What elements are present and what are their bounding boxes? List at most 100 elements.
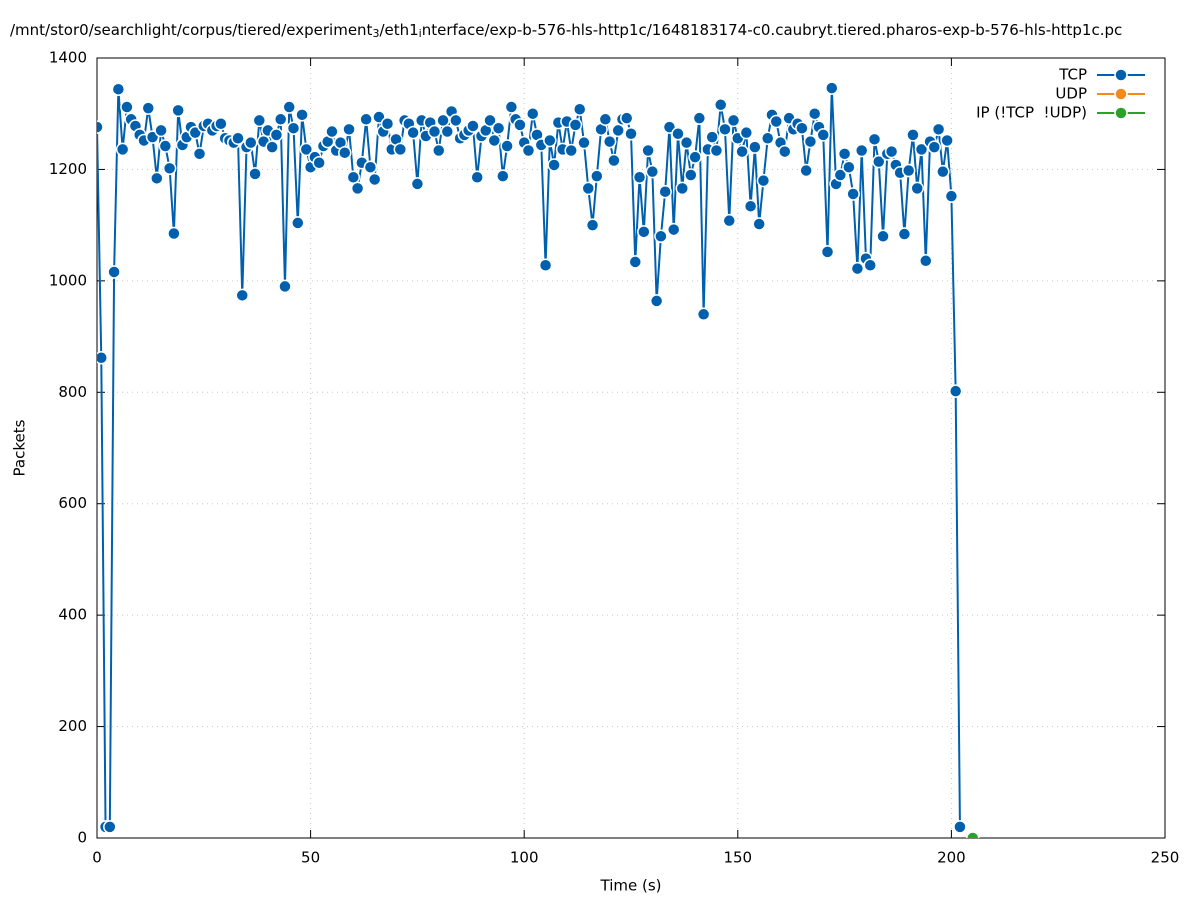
- data-point: [833, 168, 848, 182]
- data-point: [696, 307, 711, 322]
- data-point: [649, 294, 664, 308]
- y-tick-label: 1400: [49, 49, 87, 67]
- data-point: [513, 118, 527, 132]
- data-point: [278, 279, 292, 294]
- data-point: [342, 122, 356, 137]
- data-point: [666, 222, 681, 237]
- data-point: [688, 150, 702, 164]
- data-point: [837, 147, 852, 161]
- data-point: [564, 143, 578, 158]
- data-point: [572, 102, 587, 117]
- data-point: [299, 142, 314, 157]
- data-point: [273, 112, 288, 127]
- data-point: [265, 140, 279, 154]
- data-point: [611, 123, 625, 138]
- data-point: [846, 187, 860, 201]
- data-point: [248, 167, 262, 181]
- x-tick-label: 0: [92, 849, 102, 867]
- data-point: [141, 101, 156, 115]
- data-point: [231, 131, 245, 145]
- data-point: [598, 112, 613, 127]
- data-point: [295, 108, 309, 122]
- legend-marker: [1114, 87, 1128, 101]
- data-point: [214, 116, 228, 131]
- y-tick-label: 200: [58, 717, 87, 735]
- data-point: [491, 121, 506, 135]
- x-axis-label: Time (s): [600, 877, 662, 895]
- data-point: [735, 144, 749, 159]
- data-point: [568, 118, 583, 132]
- data-point: [393, 142, 408, 157]
- data-point: [286, 121, 301, 135]
- title-part: nterface/exp-b-576-hls-http1c/1648183174…: [422, 21, 1123, 39]
- data-point: [820, 245, 835, 259]
- data-point: [901, 163, 916, 178]
- y-axis-label: Packets: [11, 419, 29, 476]
- data-point: [115, 142, 130, 157]
- data-point: [367, 172, 382, 187]
- data-point: [658, 184, 672, 199]
- data-point: [158, 139, 173, 153]
- data-point: [282, 100, 296, 114]
- data-point: [709, 143, 724, 158]
- data-point: [637, 225, 651, 239]
- data-point: [235, 288, 249, 303]
- data-point: [107, 265, 121, 279]
- data-point: [111, 82, 126, 96]
- data-point: [543, 133, 557, 148]
- data-point: [931, 122, 946, 137]
- data-point: [748, 140, 762, 154]
- data-point: [325, 124, 339, 139]
- data-point: [500, 139, 514, 153]
- data-point: [440, 124, 455, 139]
- legend-label: TCP: [1058, 66, 1087, 84]
- data-point: [684, 168, 698, 182]
- data-point: [171, 103, 185, 118]
- data-point: [380, 116, 395, 131]
- data-point: [722, 213, 737, 228]
- data-point: [953, 820, 967, 834]
- data-point: [269, 128, 284, 142]
- data-point: [795, 121, 809, 135]
- data-point: [577, 135, 591, 150]
- data-point: [807, 106, 822, 121]
- data-point: [120, 100, 134, 114]
- data-point: [713, 98, 728, 112]
- plot-border: [96, 57, 1166, 839]
- data-point: [466, 119, 480, 133]
- y-tick-label: 0: [77, 829, 87, 847]
- data-point: [244, 135, 258, 150]
- data-point: [944, 189, 959, 203]
- x-tick-label: 150: [723, 849, 752, 867]
- y-tick-label: 800: [58, 383, 87, 401]
- title-part: i: [419, 27, 422, 40]
- data-point: [936, 164, 950, 179]
- data-point: [671, 127, 685, 141]
- data-point: [470, 170, 484, 184]
- data-point: [867, 132, 882, 147]
- data-point: [948, 384, 963, 398]
- data-point: [350, 181, 365, 196]
- data-point: [863, 258, 877, 273]
- data-point: [346, 170, 361, 184]
- data-point: [167, 226, 181, 241]
- data-point: [624, 127, 638, 141]
- y-tick-label: 400: [58, 606, 87, 624]
- data-point: [654, 229, 668, 244]
- data-point: [432, 143, 446, 158]
- data-point: [359, 112, 373, 127]
- data-point: [525, 106, 540, 121]
- data-point: [940, 133, 954, 148]
- data-point: [628, 255, 643, 269]
- data-point: [483, 113, 497, 128]
- data-point: [778, 144, 792, 159]
- data-point: [876, 229, 890, 244]
- data-point: [803, 134, 818, 149]
- data-point: [705, 130, 719, 144]
- data-point: [825, 81, 839, 95]
- data-point: [675, 181, 690, 196]
- data-point: [760, 131, 775, 145]
- data-point: [547, 158, 561, 172]
- data-point: [504, 100, 519, 114]
- data-point: [338, 145, 352, 160]
